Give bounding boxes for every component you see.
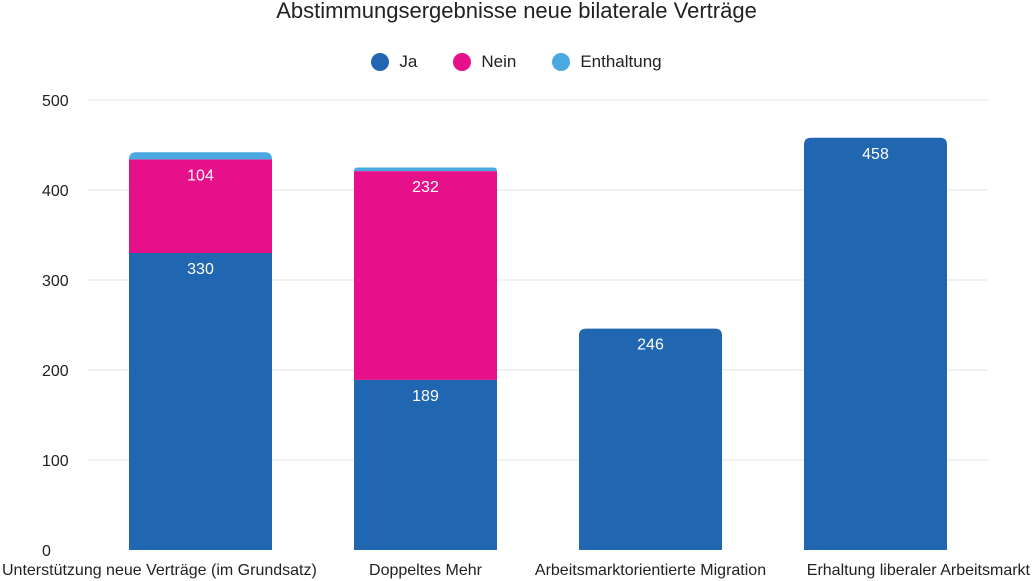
x-category-label: Unterstützung neue Verträge (im Grundsat… xyxy=(2,562,317,579)
bar-enthaltung-0 xyxy=(129,152,272,160)
x-category-label: Erhaltung liberaler Arbeitsmarkt xyxy=(807,562,1031,579)
y-tick-label: 200 xyxy=(42,363,69,380)
x-category-label: Doppeltes Mehr xyxy=(369,562,483,579)
data-label: 232 xyxy=(412,179,439,196)
data-label: 104 xyxy=(187,167,214,184)
y-tick-label: 0 xyxy=(42,543,51,560)
x-category-label: Arbeitsmarktorientierte Migration xyxy=(535,562,766,579)
data-label: 330 xyxy=(187,261,214,278)
bar-nein-0 xyxy=(129,159,272,253)
chart-title: Abstimmungsergebnisse neue bilaterale Ve… xyxy=(276,0,757,23)
legend-swatch-enthaltung xyxy=(552,53,571,71)
bar-ja-0 xyxy=(129,253,272,550)
data-label: 189 xyxy=(412,388,439,405)
y-tick-label: 100 xyxy=(42,453,69,470)
legend-label-ja: Ja xyxy=(399,52,418,71)
legend-item-enthaltung[interactable]: Enthaltung xyxy=(552,52,662,72)
y-tick-label: 400 xyxy=(42,183,69,200)
legend-swatch-nein xyxy=(453,53,472,71)
legend-swatch-ja xyxy=(371,53,390,71)
legend-item-ja[interactable]: Ja xyxy=(371,52,417,72)
legend-label-nein: Nein xyxy=(481,52,517,71)
bar-ja-3 xyxy=(804,137,947,551)
bar-ja-1 xyxy=(354,379,497,550)
bar-nein-1 xyxy=(354,171,497,380)
bar-enthaltung-1 xyxy=(354,167,497,172)
y-tick-label: 300 xyxy=(42,273,69,290)
data-label: 246 xyxy=(637,337,664,354)
data-label: 458 xyxy=(862,146,889,163)
legend-label-enthaltung: Enthaltung xyxy=(580,52,662,71)
y-tick-label: 500 xyxy=(42,93,69,110)
bar-ja-2 xyxy=(579,328,722,550)
legend: Ja Nein Enthaltung xyxy=(0,52,1033,72)
legend-item-nein[interactable]: Nein xyxy=(453,52,516,72)
